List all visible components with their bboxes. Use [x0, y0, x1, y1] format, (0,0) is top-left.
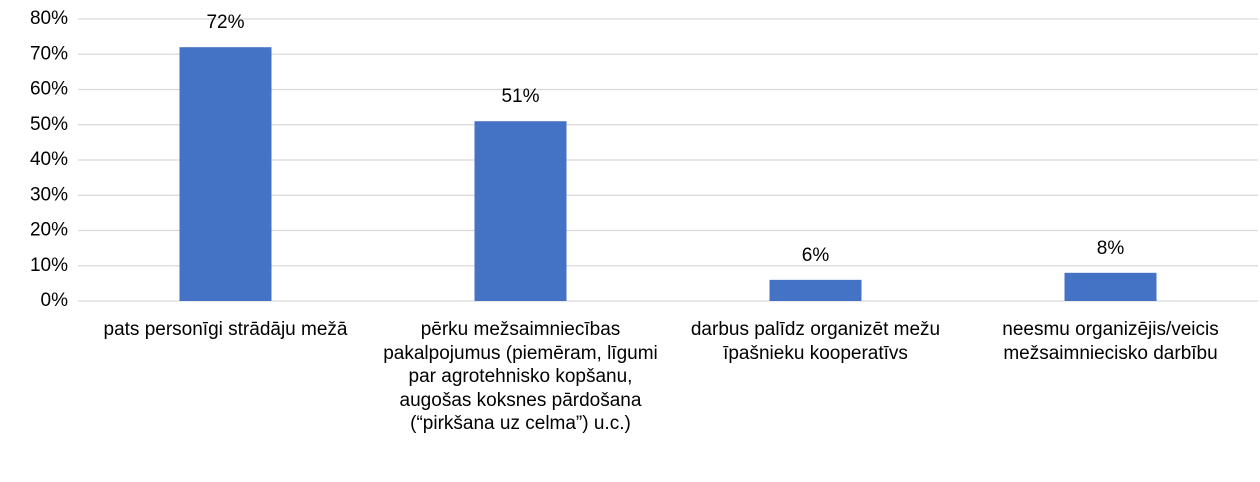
y-tick-label: 10%	[30, 255, 68, 276]
data-label: 51%	[501, 86, 539, 107]
y-tick-label: 50%	[30, 114, 68, 135]
y-tick-label: 0%	[41, 290, 69, 311]
y-tick-label: 80%	[30, 8, 68, 29]
y-tick-label: 20%	[30, 220, 68, 241]
data-label: 6%	[802, 245, 830, 266]
data-label: 72%	[206, 12, 244, 33]
bar	[1064, 272, 1157, 301]
x-tick-label: pērku mežsaimniecības pakalpojumus (piem…	[383, 319, 658, 434]
bar	[474, 121, 567, 301]
y-tick-label: 40%	[30, 149, 68, 170]
bar	[769, 279, 862, 301]
y-tick-label: 60%	[30, 79, 68, 100]
y-tick-label: 30%	[30, 184, 68, 205]
x-tick-label: pats personīgi strādāju mežā	[103, 319, 348, 340]
x-tick-label: neesmu organizējis/veicis mežsaimniecisk…	[1002, 319, 1219, 364]
x-tick-label: darbus palīdz organizēt mežu īpašnieku k…	[690, 319, 941, 364]
bar	[179, 47, 272, 302]
y-tick-label: 70%	[30, 43, 68, 64]
data-label: 8%	[1097, 238, 1125, 259]
